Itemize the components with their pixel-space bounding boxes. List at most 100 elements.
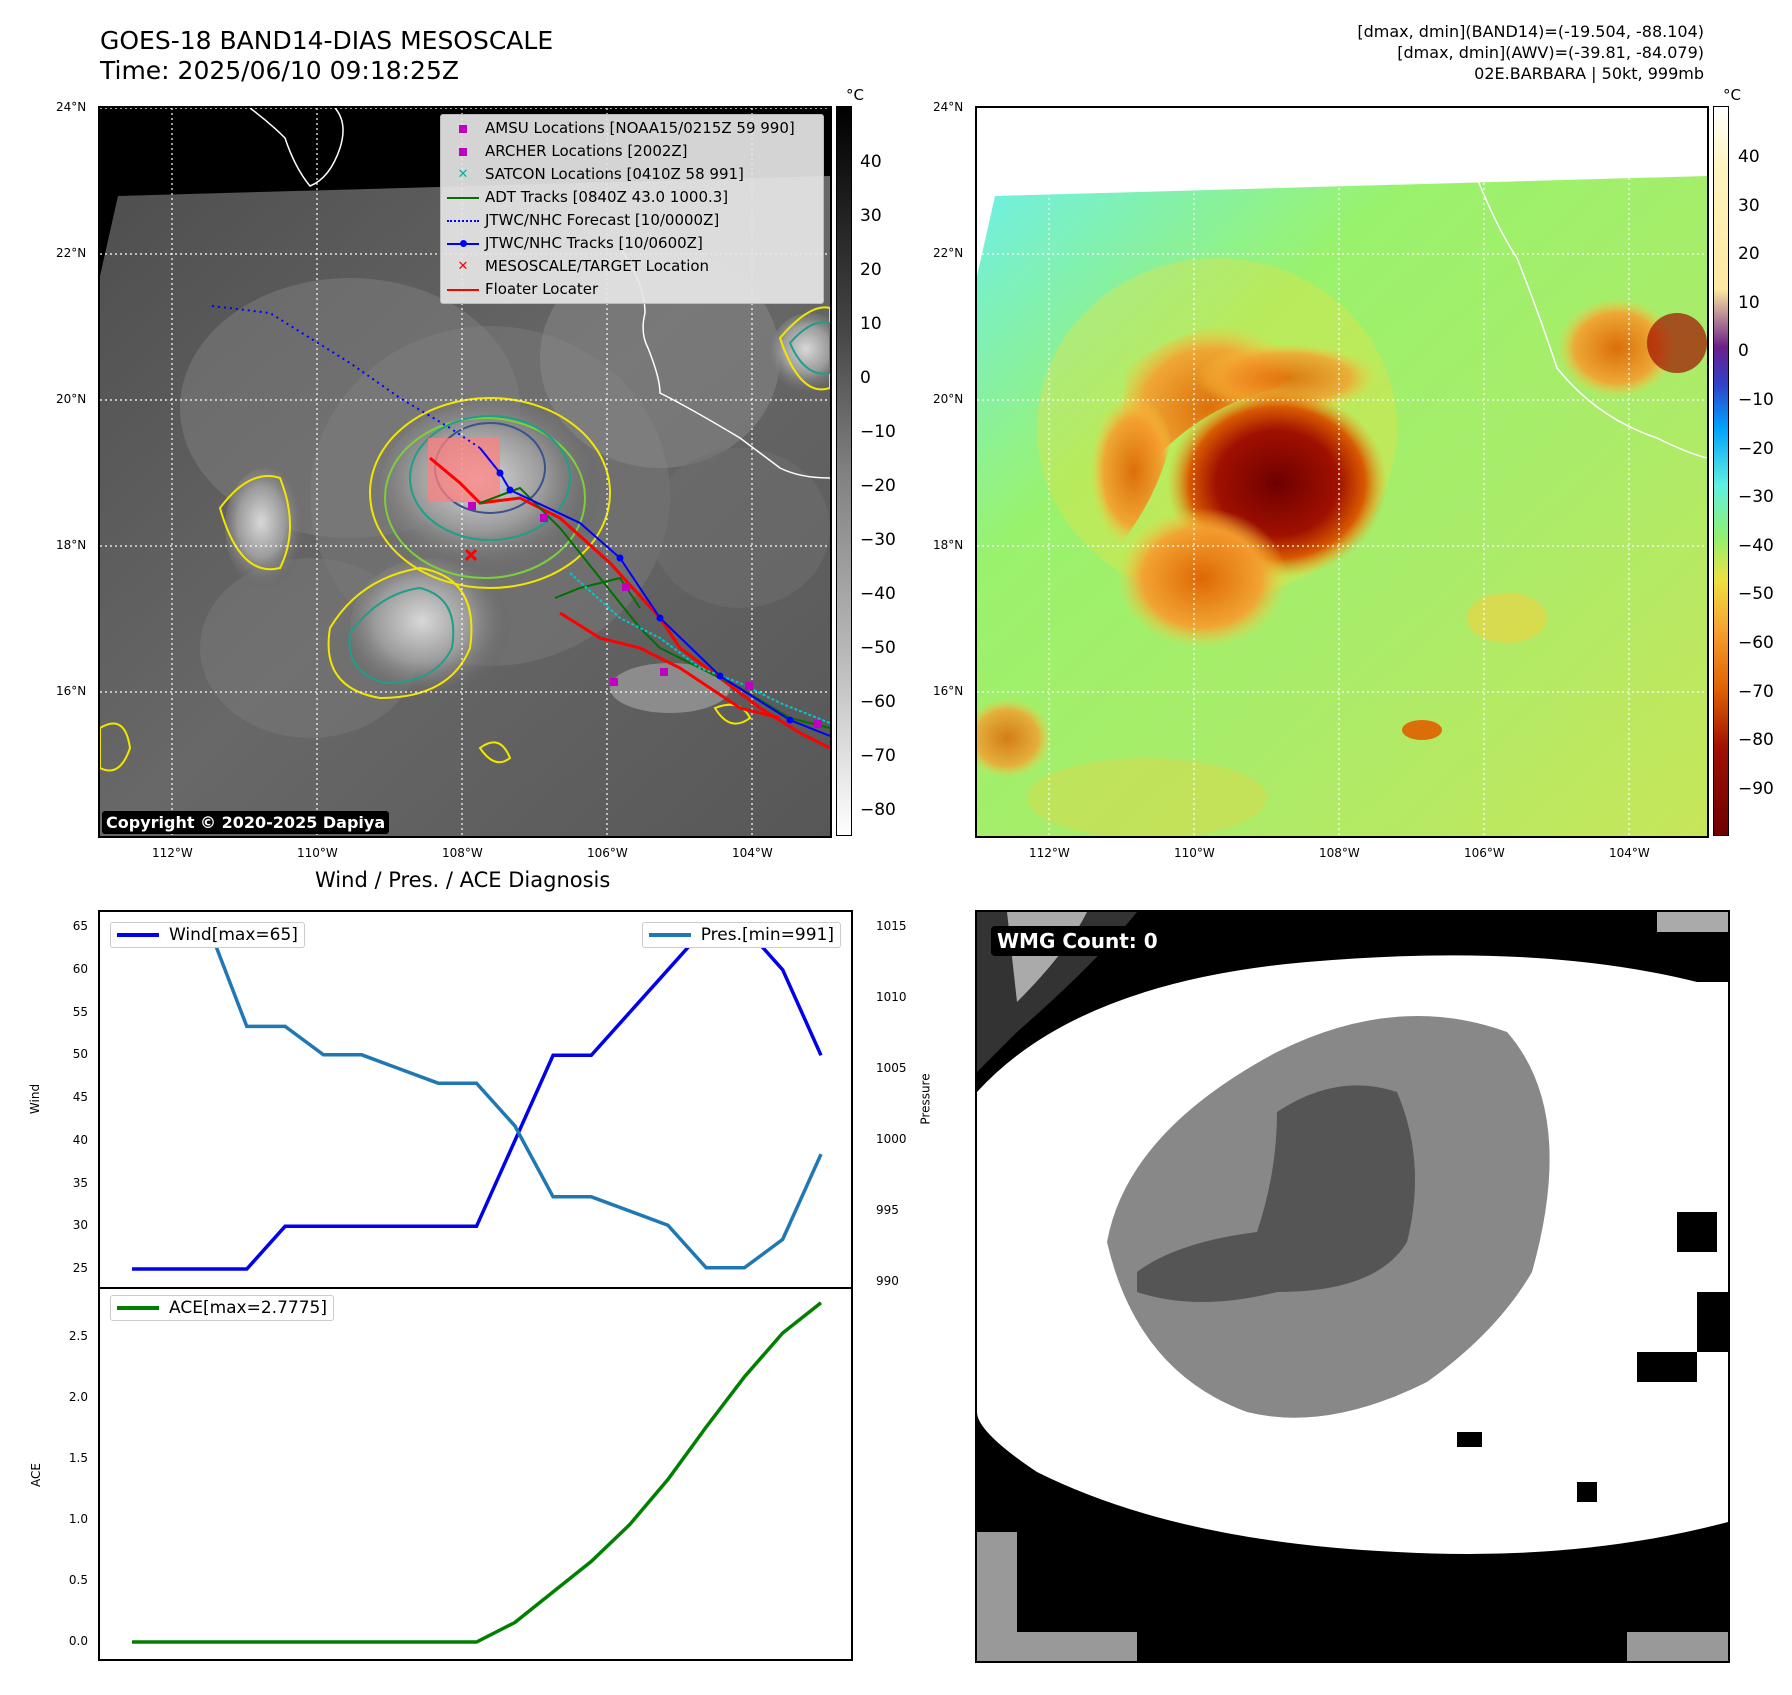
lat-label: 16°N [56, 684, 87, 698]
colorbar-tick-label: −30 [1738, 487, 1774, 508]
axis-tick-label: 1.0 [68, 1511, 88, 1526]
info-band14: [dmax, dmin](BAND14)=(-19.504, -88.104) [1357, 22, 1704, 41]
ace-series-line [132, 1301, 823, 1644]
floater-track [429, 456, 830, 750]
jtwc-forecast-track [211, 305, 481, 449]
info-storm: 02E.BARBARA | 50kt, 999mb [1474, 64, 1704, 83]
lon-label: 104°W [1609, 846, 1650, 860]
colorbar-tick-label: −40 [860, 584, 896, 604]
axis-tick-label: 60 [72, 961, 88, 976]
lon-label: 112°W [152, 846, 193, 860]
pres-legend-line [648, 933, 691, 937]
ace-chart [132, 1301, 823, 1644]
axis-tick-label: 1015 [876, 919, 907, 933]
colorbar-tick-label: −50 [860, 638, 896, 658]
lat-label: 22°N [56, 246, 87, 260]
colorbar-tick-label: 10 [1738, 292, 1760, 313]
colorbar-tick-label: −70 [860, 746, 896, 766]
colorbar-tick-label: −60 [1738, 633, 1774, 653]
floater-box [428, 438, 500, 502]
axis-tick-label: 1.5 [68, 1450, 88, 1465]
wmg-count-label: WMG Count: 0 [991, 926, 1164, 956]
wmg-dark-region [1137, 1085, 1415, 1302]
legend-archer: ARCHER Locations [2002Z] [441, 140, 823, 163]
legend-floater: Floater Locater [441, 278, 823, 301]
diagnosis-title: Wind / Pres. / ACE Diagnosis [315, 868, 611, 892]
legend-jtwc-tracks: JTWC/NHC Tracks [10/0600Z] [441, 232, 823, 255]
lat-label: 24°N [933, 100, 964, 114]
colorbar-tick-label: 0 [1738, 341, 1749, 362]
mesoscale-target [464, 548, 478, 562]
colorbar-tick-label: −30 [860, 530, 896, 550]
awv-gridlines [977, 108, 1707, 836]
ir-colorbar [836, 106, 852, 836]
wind-series-line [132, 925, 823, 1271]
lon-label: 112°W [1029, 846, 1070, 860]
axis-tick-label: 2.0 [68, 1389, 88, 1404]
wind-ylabel: Wind [28, 1083, 43, 1115]
amsu-archer-points [468, 502, 822, 728]
lat-label: 24°N [56, 100, 87, 114]
legend-satcon: ✕ SATCON Locations [0410Z 58 991] [457, 165, 744, 183]
colorbar-tick-label: 30 [860, 206, 882, 226]
colorbar-tick-label: −50 [1738, 584, 1774, 605]
colorbar-tick-label: −40 [1738, 535, 1774, 556]
pres-ylabel: Pressure [918, 1073, 933, 1125]
lon-label: 110°W [297, 846, 338, 860]
lat-label: 22°N [933, 246, 964, 260]
lon-label: 106°W [1464, 846, 1505, 860]
lon-label: 110°W [1174, 846, 1215, 860]
lat-label: 20°N [56, 392, 87, 406]
wind-legend: Wind[max=65] [110, 922, 305, 948]
lon-label: 108°W [442, 846, 483, 860]
colorbar-tick-label: 30 [1738, 195, 1760, 216]
awv-colorbar [1713, 106, 1729, 836]
colorbar-tick-label: 0 [860, 368, 871, 388]
lon-label: 106°W [587, 846, 628, 860]
colorbar-tick-label: −80 [1738, 730, 1774, 751]
awv-map-panel [975, 106, 1709, 838]
ace-legend-line [117, 1306, 159, 1310]
colorbar-tick-label: −10 [1738, 390, 1774, 410]
wmg-svg [977, 912, 1728, 1661]
pres-series-line [132, 925, 823, 1270]
axis-tick-label: 30 [72, 1218, 88, 1233]
axis-tick-label: 50 [72, 1047, 88, 1062]
legend-jtwc-forecast: JTWC/NHC Forecast [10/0000Z] [441, 209, 823, 232]
colorbar-tick-label: −20 [1738, 438, 1774, 459]
awv-map-svg [977, 108, 1707, 836]
pres-legend: Pres.[min=991] [641, 922, 841, 948]
axis-tick-label: 45 [72, 1090, 88, 1104]
satcon-track [569, 572, 830, 724]
axis-tick-label: 0.0 [68, 1634, 88, 1648]
axis-tick-label: 1005 [876, 1061, 907, 1075]
lat-label: 18°N [56, 538, 87, 552]
colorbar-unit-label: °C [846, 86, 864, 104]
lon-label: 108°W [1319, 846, 1360, 860]
axis-tick-label: 65 [72, 919, 88, 933]
chart-title: GOES-18 BAND14-DIAS MESOSCALE [100, 26, 554, 55]
chart-time: Time: 2025/06/10 09:18:25Z [100, 56, 459, 85]
axis-tick-label: 35 [72, 1175, 88, 1190]
axis-tick-label: 40 [72, 1132, 88, 1147]
ir-map-panel: AMSU Locations [NOAA15/0215Z 59 990] ARC… [98, 106, 832, 838]
lat-label: 18°N [933, 538, 964, 552]
wmg-panel: WMG Count: 0 [975, 910, 1730, 1663]
wind-pres-chart [132, 925, 823, 1271]
adt-track [479, 486, 830, 729]
colorbar-tick-label: 20 [1738, 244, 1760, 265]
jtwc-track-points [496, 469, 794, 724]
lon-label: 104°W [732, 846, 773, 860]
wind-legend-line [117, 933, 159, 937]
copyright-label: Copyright © 2020-2025 Dapiya [102, 811, 390, 834]
colorbar-unit-label: °C [1723, 86, 1741, 104]
axis-tick-label: 995 [876, 1203, 899, 1217]
axis-tick-label: 0.5 [68, 1572, 88, 1587]
colorbar-tick-label: 40 [860, 152, 882, 172]
map-legend: AMSU Locations [NOAA15/0215Z 59 990] ARC… [440, 114, 824, 304]
ace-panel: ACE[max=2.7775] [98, 1285, 853, 1661]
colorbar-tick-label: −70 [1738, 681, 1774, 702]
axis-tick-label: 55 [72, 1004, 88, 1019]
colorbar-tick-label: −90 [1738, 778, 1774, 799]
colorbar-tick-label: 20 [860, 260, 882, 280]
